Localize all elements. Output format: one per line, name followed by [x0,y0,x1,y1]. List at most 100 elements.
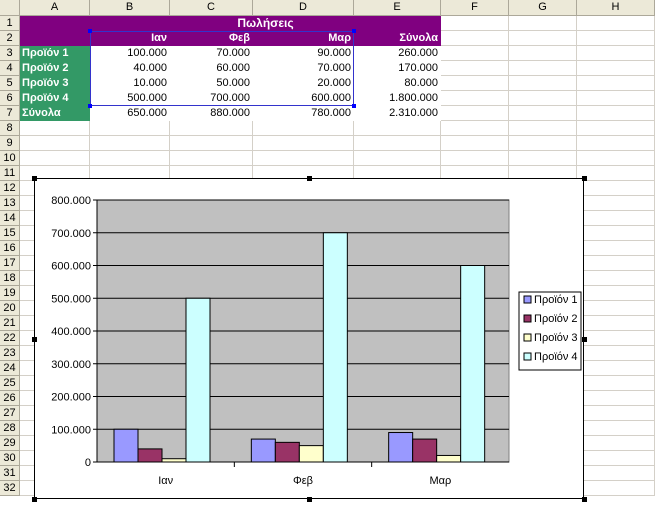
total-cell[interactable]: 880.000 [170,106,253,121]
grid-cell[interactable] [509,106,577,121]
grid-cell[interactable] [354,151,441,166]
value-cell[interactable]: 70.000 [170,46,253,61]
value-cell[interactable]: 80.000 [354,76,441,91]
grid-cell[interactable] [509,46,577,61]
embedded-chart[interactable]: 0 100.000 200.000 300.000 400.000 500.000 600.… [32,176,587,502]
row-header-4[interactable]: 4 [0,61,20,76]
value-cell[interactable]: 1.800.000 [354,91,441,106]
row-header-18[interactable]: 18 [0,271,20,286]
grid-cell[interactable] [577,346,655,361]
column-header-f[interactable]: F [441,0,509,16]
row-header-8[interactable]: 8 [0,121,20,136]
grid-cell[interactable] [170,151,253,166]
grid-cell[interactable] [577,436,655,451]
grid-cell[interactable] [20,151,90,166]
grid-cell[interactable] [577,76,655,91]
row-header-30[interactable]: 30 [0,451,20,466]
bar-1-1[interactable] [113,428,139,463]
column-label-2[interactable]: Φεβ [170,31,253,46]
grid-cell[interactable] [509,76,577,91]
value-cell[interactable]: 100.000 [90,46,170,61]
row-header-14[interactable]: 14 [0,211,20,226]
value-cell[interactable]: 40.000 [90,61,170,76]
grid-cell[interactable] [577,451,655,466]
grid-cell[interactable] [509,31,577,46]
row-header-15[interactable]: 15 [0,226,20,241]
grid-cell[interactable] [577,31,655,46]
bar-4-1[interactable] [185,297,211,463]
bar-1-2[interactable] [250,438,276,463]
grid-cell[interactable] [509,91,577,106]
value-cell[interactable]: 500.000 [90,91,170,106]
grid-cell[interactable] [253,136,354,151]
grid-cell[interactable] [90,121,170,136]
column-label-4[interactable]: Σύνολα [354,31,441,46]
row-header-28[interactable]: 28 [0,421,20,436]
grid-cell[interactable] [170,121,253,136]
grid-cell[interactable] [577,481,655,496]
grid-cell[interactable] [577,121,655,136]
grid-cell[interactable] [577,301,655,316]
row-header-31[interactable]: 31 [0,466,20,481]
column-label-3[interactable]: Μαρ [253,31,354,46]
grid-cell[interactable] [90,136,170,151]
row-header-5[interactable]: 5 [0,76,20,91]
chart-resize-handle[interactable] [307,176,312,181]
column-header-d[interactable]: D [253,0,354,16]
grid-cell[interactable] [441,106,509,121]
row-header-13[interactable]: 13 [0,196,20,211]
grid-cell[interactable] [354,136,441,151]
column-header-b[interactable]: B [90,0,170,16]
grid-cell[interactable] [577,16,655,31]
chart-resize-handle[interactable] [32,176,37,181]
grid-cell[interactable] [577,226,655,241]
row-header-26[interactable]: 26 [0,391,20,406]
grid-cell[interactable] [577,211,655,226]
row-header-27[interactable]: 27 [0,406,20,421]
grid-cell[interactable] [577,271,655,286]
row-header-20[interactable]: 20 [0,301,20,316]
grid-cell[interactable] [577,286,655,301]
row-label-product-2[interactable]: Προϊόν 2 [20,61,90,76]
row-header-16[interactable]: 16 [0,241,20,256]
row-label-totals[interactable]: Σύνολα [20,106,90,121]
cell-a2[interactable] [20,31,90,46]
bar-4-2[interactable] [322,232,348,463]
bar-4-3[interactable] [460,265,486,463]
bar-2-1[interactable] [137,448,163,463]
grid-cell[interactable] [577,406,655,421]
grid-cell[interactable] [509,61,577,76]
range-handle[interactable] [352,29,356,33]
grid-cell[interactable] [441,121,509,136]
chart-resize-handle[interactable] [32,336,37,342]
value-cell[interactable]: 10.000 [90,76,170,91]
select-all-corner[interactable] [0,0,20,16]
row-header-2[interactable]: 2 [0,31,20,46]
value-cell[interactable]: 70.000 [253,61,354,76]
row-header-22[interactable]: 22 [0,331,20,346]
row-header-21[interactable]: 21 [0,316,20,331]
row-header-19[interactable]: 19 [0,286,20,301]
chart-resize-handle[interactable] [582,176,587,181]
bar-2-2[interactable] [274,441,300,463]
row-header-25[interactable]: 25 [0,376,20,391]
row-header-17[interactable]: 17 [0,256,20,271]
grid-cell[interactable] [577,61,655,76]
range-handle[interactable] [88,104,92,108]
row-header-32[interactable]: 32 [0,481,20,496]
value-cell[interactable]: 170.000 [354,61,441,76]
grid-cell[interactable] [441,151,509,166]
grid-cell[interactable] [441,91,509,106]
table-title[interactable]: Πωλήσεις [90,16,441,31]
value-cell[interactable]: 20.000 [253,76,354,91]
grid-cell[interactable] [577,181,655,196]
row-header-11[interactable]: 11 [0,166,20,181]
row-header-6[interactable]: 6 [0,91,20,106]
row-header-12[interactable]: 12 [0,181,20,196]
grid-cell[interactable] [354,121,441,136]
row-header-10[interactable]: 10 [0,151,20,166]
grid-cell[interactable] [90,151,170,166]
value-cell[interactable]: 60.000 [170,61,253,76]
chart-resize-handle[interactable] [307,497,312,502]
bar-2-3[interactable] [412,438,438,463]
